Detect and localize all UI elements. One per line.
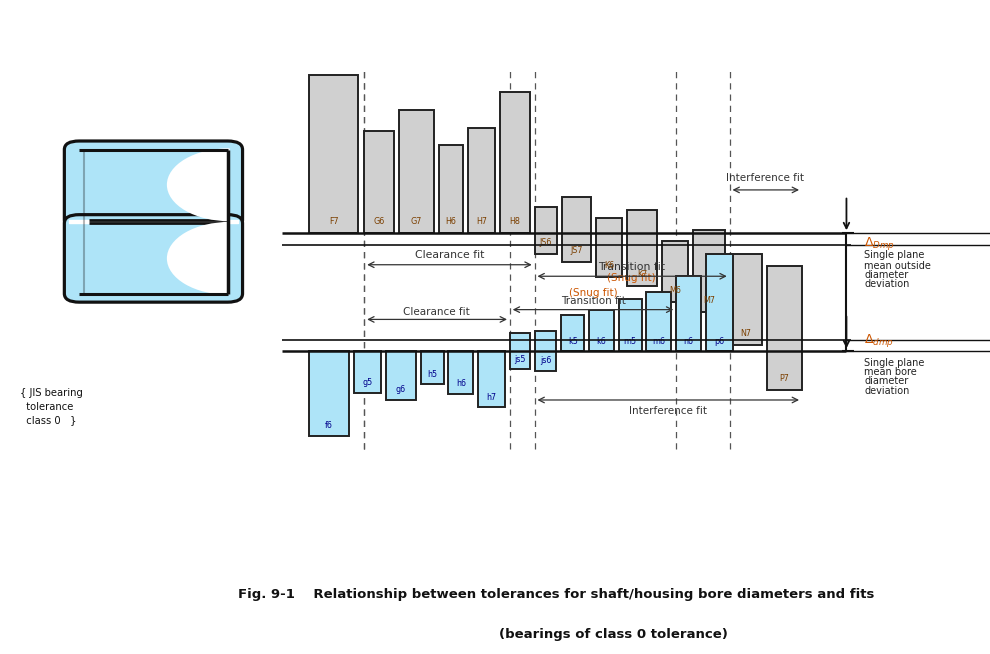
Polygon shape <box>619 300 642 351</box>
Polygon shape <box>386 351 416 400</box>
Wedge shape <box>167 222 230 295</box>
Text: mean outside: mean outside <box>864 261 932 271</box>
Text: Interference fit: Interference fit <box>630 405 707 416</box>
Polygon shape <box>562 197 591 262</box>
Text: (Snug fit): (Snug fit) <box>607 273 656 283</box>
Text: h6: h6 <box>455 379 466 388</box>
Text: m5: m5 <box>624 337 637 347</box>
Polygon shape <box>468 128 495 233</box>
Text: G6: G6 <box>373 217 385 226</box>
Text: F7: F7 <box>329 217 339 226</box>
Polygon shape <box>421 351 444 385</box>
Text: g6: g6 <box>396 385 406 394</box>
Text: $\Delta_{dmp}$: $\Delta_{dmp}$ <box>864 332 894 349</box>
Text: Fig. 9-1    Relationship between tolerances for shaft/housing bore diameters and: Fig. 9-1 Relationship between tolerances… <box>238 588 874 601</box>
Text: P7: P7 <box>780 374 789 383</box>
Text: Clearance fit: Clearance fit <box>403 307 470 317</box>
Text: deviation: deviation <box>864 279 910 289</box>
Text: (Snug fit): (Snug fit) <box>568 288 618 298</box>
Text: Transition fit: Transition fit <box>598 262 665 271</box>
Text: deviation: deviation <box>864 386 910 396</box>
Text: JS7: JS7 <box>570 246 583 255</box>
Text: (bearings of class 0 tolerance): (bearings of class 0 tolerance) <box>499 628 729 642</box>
FancyBboxPatch shape <box>64 141 243 228</box>
Text: Clearance fit: Clearance fit <box>415 250 484 260</box>
Text: n6: n6 <box>683 337 694 347</box>
Polygon shape <box>309 75 358 233</box>
Text: k5: k5 <box>568 337 577 347</box>
Polygon shape <box>439 145 463 233</box>
Polygon shape <box>364 131 394 233</box>
FancyBboxPatch shape <box>64 215 243 302</box>
Polygon shape <box>589 309 614 351</box>
Text: JS6: JS6 <box>540 239 552 247</box>
Wedge shape <box>167 148 230 221</box>
Polygon shape <box>627 210 657 286</box>
Text: G7: G7 <box>411 217 422 226</box>
Text: M6: M6 <box>669 286 681 295</box>
Text: $\Delta_{Dmp}$: $\Delta_{Dmp}$ <box>864 235 895 252</box>
Text: Transition fit: Transition fit <box>560 296 626 306</box>
Text: k6: k6 <box>597 337 606 347</box>
Polygon shape <box>706 254 733 351</box>
Polygon shape <box>448 351 473 394</box>
Text: Single plane: Single plane <box>864 358 925 368</box>
Text: h7: h7 <box>486 392 497 402</box>
Text: N7: N7 <box>741 330 751 338</box>
Text: g5: g5 <box>362 378 373 387</box>
Text: M7: M7 <box>703 296 715 305</box>
Text: H7: H7 <box>476 217 487 226</box>
Text: Interference fit: Interference fit <box>727 173 804 183</box>
Polygon shape <box>662 241 688 302</box>
Text: mean bore: mean bore <box>864 367 917 377</box>
Text: m6: m6 <box>652 337 665 347</box>
Polygon shape <box>500 92 530 233</box>
Polygon shape <box>561 315 584 351</box>
Text: js5: js5 <box>514 354 526 364</box>
Polygon shape <box>510 333 530 370</box>
Polygon shape <box>730 254 762 345</box>
Text: diameter: diameter <box>864 270 909 280</box>
Text: { JIS bearing
  tolerance
  class 0   }: { JIS bearing tolerance class 0 } <box>20 388 83 425</box>
Text: f6: f6 <box>326 421 333 430</box>
Polygon shape <box>399 111 434 233</box>
Polygon shape <box>354 351 381 392</box>
Polygon shape <box>646 292 671 351</box>
Text: K6: K6 <box>604 262 614 271</box>
Polygon shape <box>596 218 622 277</box>
Text: diameter: diameter <box>864 377 909 387</box>
Text: Single plane: Single plane <box>864 250 925 260</box>
Polygon shape <box>693 230 725 312</box>
Polygon shape <box>478 351 505 407</box>
Text: H8: H8 <box>510 217 520 226</box>
Polygon shape <box>309 351 349 436</box>
Polygon shape <box>535 331 556 371</box>
Polygon shape <box>535 207 557 254</box>
Text: h5: h5 <box>427 370 438 379</box>
Text: js6: js6 <box>540 356 551 366</box>
Polygon shape <box>767 266 802 390</box>
Text: K7: K7 <box>637 270 647 279</box>
Text: p6: p6 <box>714 337 725 347</box>
Polygon shape <box>676 276 701 351</box>
Text: H6: H6 <box>446 217 456 226</box>
